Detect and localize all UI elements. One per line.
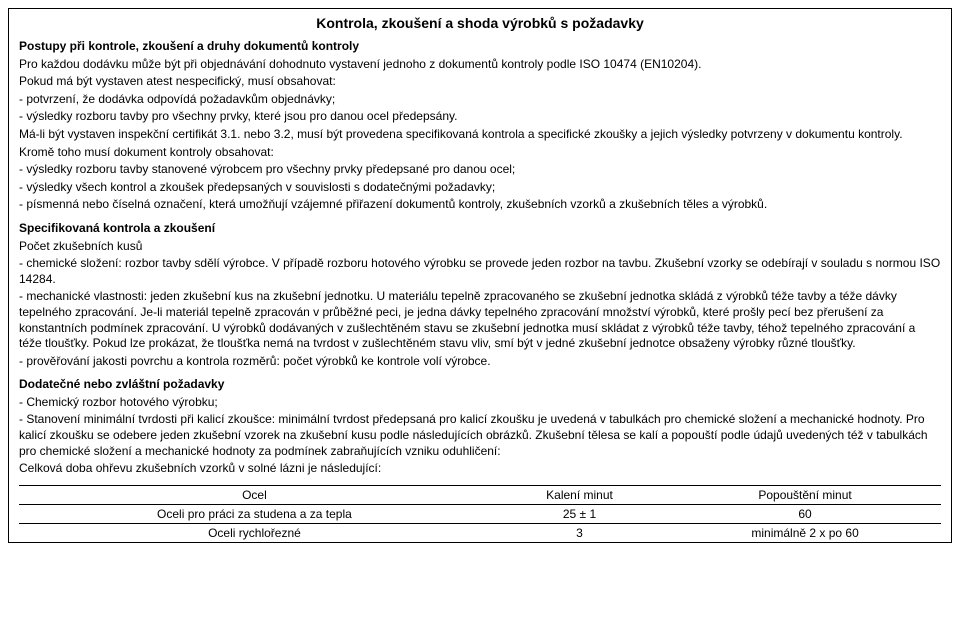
heading-procedures: Postupy při kontrole, zkoušení a druhy d…	[19, 39, 941, 55]
document-title: Kontrola, zkoušení a shoda výrobků s pož…	[19, 15, 941, 31]
text-line: Pro každou dodávku může být při objednáv…	[19, 57, 941, 73]
table-cell: 25 ± 1	[490, 504, 669, 523]
document-frame: Kontrola, zkoušení a shoda výrobků s pož…	[8, 8, 952, 543]
table-header: Kalení minut	[490, 485, 669, 504]
bullet-line: - prověřování jakosti povrchu a kontrola…	[19, 354, 941, 370]
bullet-line: - Chemický rozbor hotového výrobku;	[19, 395, 941, 411]
subheading: Počet zkušebních kusů	[19, 239, 941, 255]
heading-specified: Specifikovaná kontrola a zkoušení	[19, 221, 941, 237]
text-line: Pokud má být vystaven atest nespecifický…	[19, 74, 941, 90]
bullet-line: - výsledky rozboru tavby stanovené výrob…	[19, 162, 941, 178]
section-additional: Dodatečné nebo zvláštní požadavky - Chem…	[19, 377, 941, 477]
text-line: Kromě toho musí dokument kontroly obsaho…	[19, 145, 941, 161]
bullet-line: - chemické složení: rozbor tavby sdělí v…	[19, 256, 941, 287]
text-line: Má-li být vystaven inspekční certifikát …	[19, 127, 941, 143]
table-cell: Oceli rychlořezné	[19, 523, 490, 542]
bullet-line: - potvrzení, že dodávka odpovídá požadav…	[19, 92, 941, 108]
section-procedures: Postupy při kontrole, zkoušení a druhy d…	[19, 39, 941, 213]
table-header-row: Ocel Kalení minut Popouštění minut	[19, 485, 941, 504]
bullet-line: - výsledky všech kontrol a zkoušek přede…	[19, 180, 941, 196]
table-row: Oceli pro práci za studena a za tepla 25…	[19, 504, 941, 523]
table-row: Oceli rychlořezné 3 minimálně 2 x po 60	[19, 523, 941, 542]
text-line: Celková doba ohřevu zkušebních vzorků v …	[19, 461, 941, 477]
bullet-line: - Stanovení minimální tvrdosti při kalic…	[19, 412, 941, 459]
bullet-line: - výsledky rozboru tavby pro všechny prv…	[19, 109, 941, 125]
table-header: Ocel	[19, 485, 490, 504]
section-specified: Specifikovaná kontrola a zkoušení Počet …	[19, 221, 941, 369]
heading-additional: Dodatečné nebo zvláštní požadavky	[19, 377, 941, 393]
table-cell: 3	[490, 523, 669, 542]
table-cell: Oceli pro práci za studena a za tepla	[19, 504, 490, 523]
table-cell: 60	[669, 504, 941, 523]
bullet-line: - písmenná nebo číselná označení, která …	[19, 197, 941, 213]
table-header: Popouštění minut	[669, 485, 941, 504]
table-cell: minimálně 2 x po 60	[669, 523, 941, 542]
heat-treatment-table: Ocel Kalení minut Popouštění minut Oceli…	[19, 485, 941, 542]
bullet-line: - mechanické vlastnosti: jeden zkušební …	[19, 289, 941, 351]
